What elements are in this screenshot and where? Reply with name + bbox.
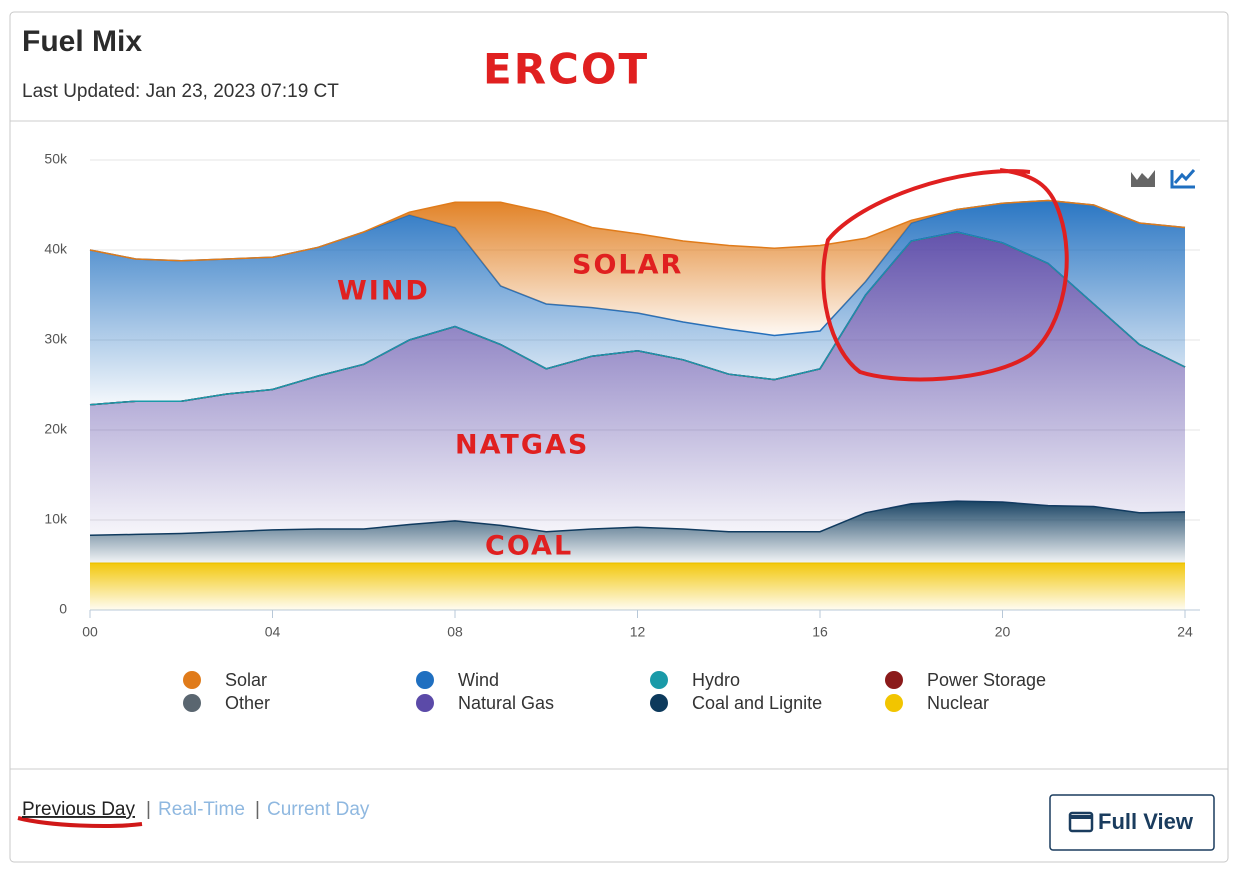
legend-label: Other — [225, 693, 270, 713]
legend-label: Coal and Lignite — [692, 693, 822, 713]
title: Fuel Mix — [22, 25, 142, 58]
window-icon — [1068, 811, 1094, 833]
real-time-link[interactable]: Real-Time — [158, 799, 245, 820]
area-icon[interactable] — [1131, 170, 1155, 187]
underline — [17, 816, 143, 828]
x-tick-label: 08 — [447, 624, 463, 640]
y-tick-label: 0 — [59, 601, 67, 617]
legend-label: Wind — [458, 670, 499, 690]
y-tick-label: 30k — [44, 331, 68, 347]
legend-marker — [416, 694, 434, 712]
x-tick-label: 12 — [630, 624, 646, 640]
y-tick-label: 10k — [44, 511, 68, 527]
y-tick-label: 20k — [44, 421, 68, 437]
legend-label: Nuclear — [927, 693, 989, 713]
y-tick-label: 50k — [44, 151, 68, 167]
legend-label: Solar — [225, 670, 267, 690]
x-tick-label: 04 — [265, 624, 281, 640]
legend-label: Hydro — [692, 670, 740, 690]
button-frame[interactable] — [1049, 794, 1215, 851]
chart-type-icons — [1131, 169, 1196, 189]
area-fill — [90, 232, 1185, 536]
full-view-button[interactable]: Full View — [1049, 794, 1215, 851]
last-updated: Last Updated: Jan 23, 2023 07:19 CT — [22, 81, 339, 102]
legend-marker — [650, 694, 668, 712]
y-tick-label: 40k — [44, 241, 68, 257]
x-tick-label: 24 — [1177, 624, 1193, 640]
area-fill — [90, 501, 1185, 564]
separator: | — [255, 799, 260, 820]
x-tick-label: 16 — [812, 624, 828, 640]
plot: 0 10k 20k 30k 40k 50k 00 04 08 12 16 20 24 — [44, 151, 1200, 640]
legend-label: Power Storage — [927, 670, 1046, 690]
button-label[interactable]: Full View — [1098, 809, 1194, 834]
area-fill — [90, 200, 1185, 405]
legend-marker — [416, 671, 434, 689]
legend-marker — [183, 694, 201, 712]
highlight-circle — [821, 168, 1069, 382]
area-fill — [90, 200, 1185, 336]
previous-day-link[interactable]: Previous Day — [22, 799, 135, 820]
legend-marker — [885, 694, 903, 712]
handwritten-annotation: COAL — [485, 531, 573, 562]
legend-marker — [650, 671, 668, 689]
handwritten-annotation: NATGAS — [455, 430, 589, 461]
handwritten-annotation: WIND — [337, 276, 430, 307]
x-tick-label: 00 — [82, 624, 98, 640]
current-day-link[interactable]: Current Day — [267, 799, 370, 820]
legend-label: Natural Gas — [458, 693, 554, 713]
legend-marker — [885, 671, 903, 689]
area-line — [89, 199, 1186, 262]
handwritten-annotation: ERCOT — [483, 45, 649, 94]
line-icon[interactable] — [1170, 169, 1196, 189]
separator: | — [146, 799, 151, 820]
legend-marker — [183, 671, 201, 689]
x-tick-label: 20 — [995, 624, 1011, 640]
handwritten-annotation: SOLAR — [572, 250, 683, 281]
area-fill — [90, 563, 1185, 610]
